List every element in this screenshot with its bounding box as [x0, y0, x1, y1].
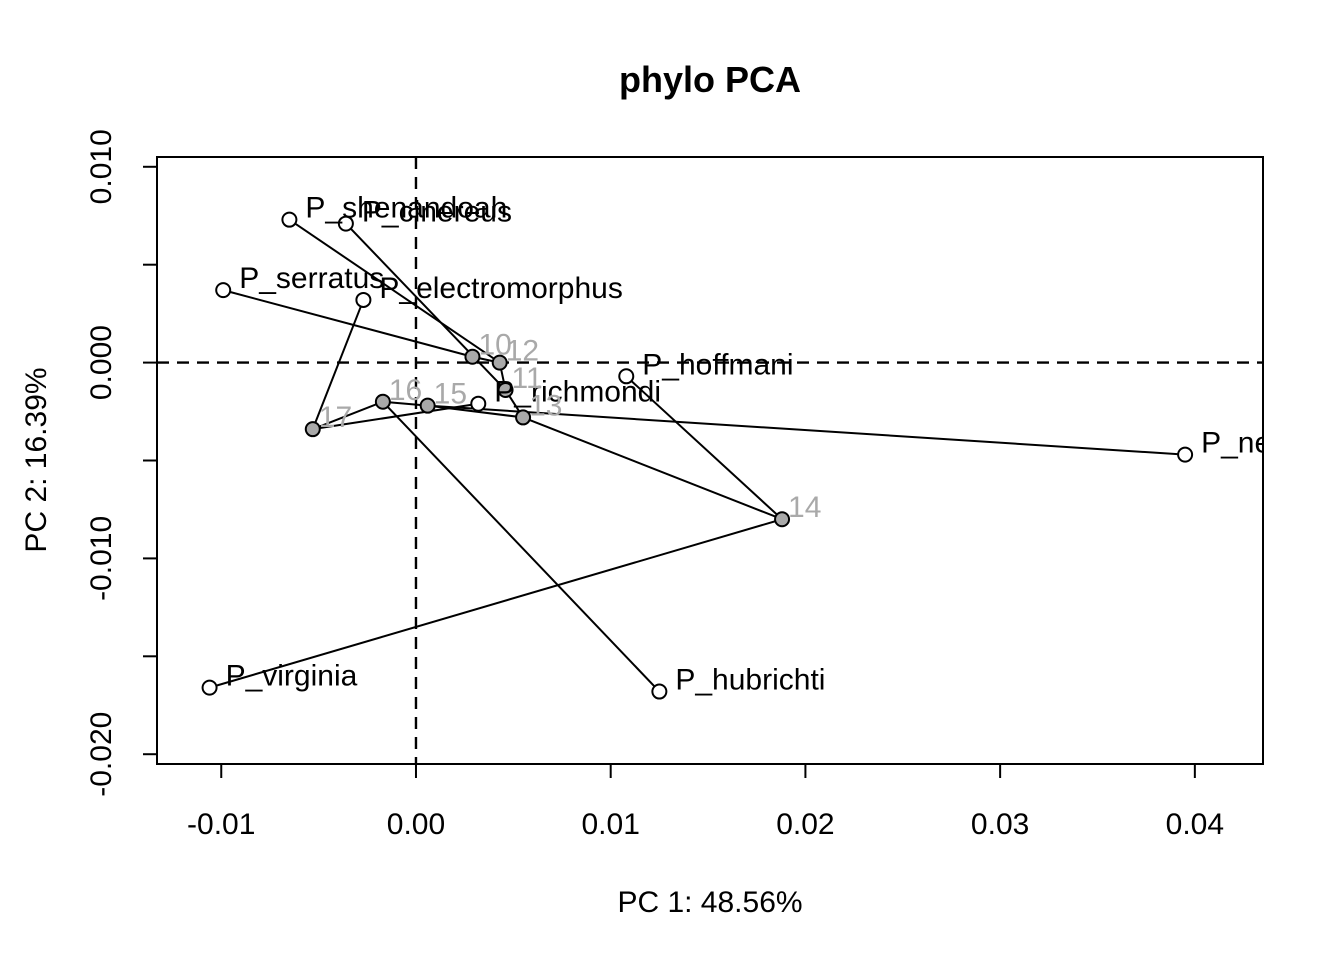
node-label: 17 — [319, 401, 352, 434]
node-point — [497, 382, 514, 399]
tip-label: P_hoffmani — [642, 348, 793, 381]
data-points — [201, 211, 1194, 700]
tip-label: P_hubrichti — [675, 664, 825, 697]
node-label: 14 — [788, 491, 821, 524]
y-tick-label: -0.010 — [85, 516, 118, 601]
tree-edge — [382, 401, 661, 693]
node-point — [515, 409, 532, 426]
tree-edge — [312, 400, 384, 431]
node-label: 12 — [506, 335, 539, 368]
tip-label: P_electromorphus — [379, 272, 622, 305]
tree-edges — [209, 218, 1186, 693]
tip-label: P_ne — [1201, 427, 1271, 460]
node-point — [419, 397, 436, 414]
plot-frame — [156, 156, 1264, 765]
tip-point — [355, 291, 372, 308]
tip-point — [215, 282, 232, 299]
y-tick-label: -0.020 — [85, 712, 118, 797]
y-axis: 0.010 0.000 -0.010 -0.020 — [85, 129, 158, 797]
x-tick-label: 0.02 — [776, 808, 834, 841]
tip-point — [1177, 446, 1194, 463]
tip-point — [201, 679, 218, 696]
reference-lines — [157, 157, 1263, 764]
node-point — [374, 393, 391, 410]
tip-point — [281, 211, 298, 228]
tree-edge — [288, 218, 501, 364]
tree-edge — [209, 518, 783, 689]
node-label: 15 — [434, 378, 467, 411]
tree-edge — [522, 416, 783, 521]
tip-point — [651, 683, 668, 700]
tip-label: P_serratus — [239, 262, 384, 295]
y-tick-label: 0.010 — [85, 129, 118, 204]
node-point — [774, 511, 791, 528]
x-tick-label: 0.03 — [971, 808, 1029, 841]
tree-edge — [625, 375, 783, 520]
node-point — [491, 354, 508, 371]
tip-label: P_shenandoah — [305, 192, 507, 225]
tip-label: P_richmondi — [494, 376, 661, 409]
node-label: 13 — [529, 389, 562, 422]
x-axis: -0.01 0.00 0.01 0.02 0.03 0.04 — [187, 763, 1224, 841]
tree-edge — [312, 402, 479, 431]
chart-title: phylo PCA — [619, 59, 801, 100]
tip-point — [470, 395, 487, 412]
x-tick-label: 0.04 — [1166, 808, 1224, 841]
tree-edge — [222, 289, 473, 358]
node-point — [464, 348, 481, 365]
y-axis-label: PC 2: 16.39% — [20, 367, 53, 552]
tip-point — [337, 215, 354, 232]
x-tick-label: 0.00 — [387, 808, 445, 841]
tip-label: P_virginia — [226, 660, 358, 693]
node-label: 11 — [512, 362, 543, 395]
x-tick-label: -0.01 — [187, 808, 255, 841]
y-tick-label: 0.000 — [85, 325, 118, 400]
tree-edge — [427, 404, 1186, 456]
node-point — [304, 421, 321, 438]
tree-edge — [345, 222, 507, 391]
tree-edge — [311, 299, 365, 430]
x-axis-label: PC 1: 48.56% — [617, 886, 802, 919]
tip-label: P_cinereus — [362, 196, 512, 229]
tip-point — [618, 368, 635, 385]
x-tick-label: 0.01 — [581, 808, 639, 841]
node-label: 16 — [389, 374, 422, 407]
node-label: 10 — [478, 329, 511, 362]
